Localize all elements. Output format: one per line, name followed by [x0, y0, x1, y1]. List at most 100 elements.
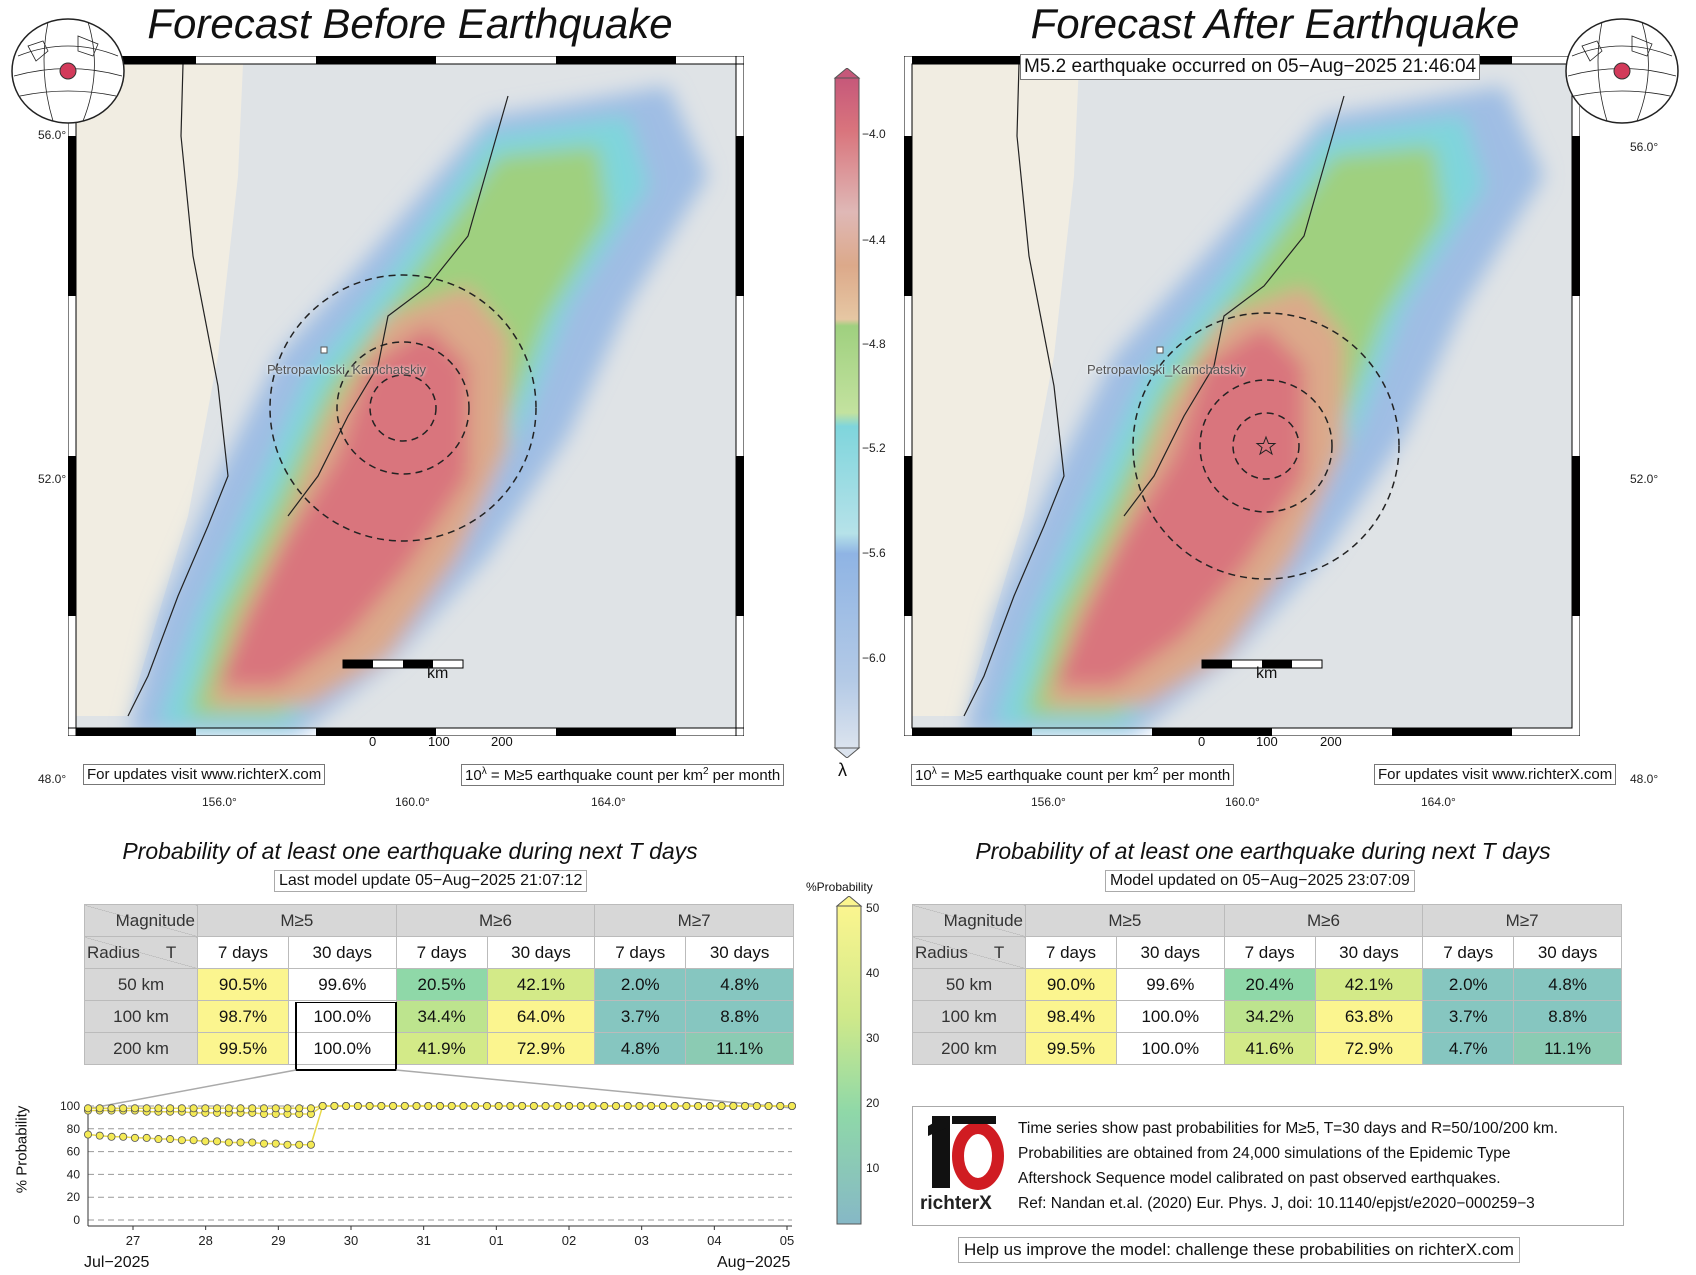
ts-x-tick: 02: [562, 1233, 576, 1248]
table-corner-magnitude: Magnitude: [84, 904, 198, 937]
left-map[interactable]: [68, 56, 744, 736]
right-footer-link[interactable]: For updates visit www.richterX.com: [1374, 764, 1617, 785]
colorbar-tick-4: −5.6: [862, 546, 886, 560]
right-lat-56: 56.0°: [1630, 140, 1659, 154]
ts-point: [705, 1102, 714, 1110]
radius-label: 200 km: [912, 1032, 1026, 1065]
right-lon-156: 156.0°: [1031, 795, 1066, 809]
left-table-title: Probability of at least one earthquake d…: [122, 838, 698, 864]
ts-point: [189, 1136, 198, 1145]
ts-point: [166, 1104, 175, 1113]
ts-point: [365, 1102, 374, 1110]
radius-label: 100 km: [912, 1000, 1026, 1033]
right-prob-table: Magnitude M≥5 M≥6 M≥7 Radius T 7 days 30 …: [912, 904, 1622, 1065]
ts-point: [447, 1102, 456, 1110]
table-corner-magnitude: Magnitude: [912, 904, 1026, 937]
left-lon-156: 156.0°: [202, 795, 237, 809]
ts-x-tick: 03: [634, 1233, 648, 1248]
ts-point: [588, 1102, 597, 1110]
ts-point: [259, 1104, 268, 1113]
ts-point: [84, 1104, 93, 1113]
ts-point: [271, 1139, 280, 1148]
left-footer-link[interactable]: For updates visit www.richterX.com: [83, 764, 326, 785]
prob-cell: 99.5%: [197, 1032, 289, 1065]
mag-header-5: M≥5: [1025, 904, 1225, 937]
info-line-3: Aftershock Sequence model calibrated on …: [1018, 1170, 1501, 1187]
radius-label: 50 km: [912, 968, 1026, 1001]
ts-y-tick: 60: [67, 1145, 81, 1159]
ts-point: [259, 1139, 268, 1148]
ts-point: [236, 1138, 245, 1147]
prob-tick-20: 20: [866, 1096, 880, 1110]
right-table-title: Probability of at least one earthquake d…: [975, 838, 1551, 864]
period-header: 7 days: [1223, 936, 1316, 969]
ts-point: [541, 1102, 550, 1110]
ts-point: [95, 1104, 104, 1113]
period-header: 30 days: [1115, 936, 1225, 969]
left-lat-48: 48.0°: [38, 772, 67, 786]
help-link[interactable]: Help us improve the model: challenge the…: [958, 1237, 1520, 1263]
ts-y-tick: 100: [60, 1099, 80, 1113]
prob-cell: 98.7%: [197, 1000, 289, 1033]
prob-cell: 34.2%: [1223, 1000, 1316, 1033]
ts-point: [248, 1138, 257, 1147]
prob-cell: 4.7%: [1422, 1032, 1515, 1065]
left-lon-164: 164.0°: [591, 795, 626, 809]
prob-cell: 63.8%: [1314, 1000, 1424, 1033]
ts-point: [318, 1102, 327, 1110]
left-footer-legend: 10λ = M≥5 earthquake count per km2 per m…: [461, 764, 785, 786]
info-line-2: Probabilities are obtained from 24,000 s…: [1018, 1145, 1511, 1162]
radius-label: 200 km: [84, 1032, 198, 1065]
prob-cell: 41.6%: [1223, 1032, 1316, 1065]
table-row: 200 km 99.5% 100.0% 41.6% 72.9% 4.7% 11.…: [912, 1032, 1622, 1065]
prob-tick-50: 50: [866, 901, 880, 915]
ts-x-tick: 29: [271, 1233, 285, 1248]
prob-colorbar-title: %Probability: [806, 880, 873, 894]
ts-point: [201, 1137, 210, 1146]
ts-point: [248, 1104, 257, 1113]
prob-cell: 100.0%: [287, 1032, 397, 1065]
right-city-label: Petropavloski_Kamchatskiy: [1087, 362, 1246, 377]
ts-point: [565, 1102, 574, 1110]
prob-cell: 4.8%: [685, 968, 794, 1001]
info-line-1: Time series show past probabilities for …: [1018, 1120, 1559, 1137]
colorbar-tick-3: −5.2: [862, 441, 886, 455]
ts-ylabel: % Probability: [13, 1105, 31, 1194]
left-map-title: Forecast Before Earthquake: [147, 0, 673, 47]
ts-point: [764, 1102, 773, 1110]
ts-y-tick: 40: [67, 1167, 81, 1181]
ts-y-tick: 20: [67, 1190, 81, 1204]
prob-cell: 72.9%: [1314, 1032, 1424, 1065]
left-scale-tick-0: 0: [369, 734, 377, 749]
prob-cell: 90.0%: [1025, 968, 1117, 1001]
colorbar-tick-0: −4.0: [862, 127, 886, 141]
ts-point: [271, 1104, 280, 1113]
prob-cell: 64.0%: [486, 1000, 596, 1033]
ts-point: [576, 1102, 585, 1110]
ts-point: [682, 1102, 691, 1110]
right-map[interactable]: [904, 56, 1580, 736]
richterx-logo-text: richterX: [920, 1193, 992, 1214]
prob-cell: 4.8%: [594, 1032, 687, 1065]
prob-cell: 41.9%: [395, 1032, 488, 1065]
ts-point: [177, 1104, 186, 1113]
ts-point: [119, 1132, 128, 1141]
ts-point: [776, 1102, 785, 1110]
ts-point: [189, 1104, 198, 1113]
prob-tick-40: 40: [866, 966, 880, 980]
prob-cell: 11.1%: [1513, 1032, 1622, 1065]
prob-colorbar: [835, 896, 863, 1225]
ts-point: [788, 1102, 797, 1110]
prob-cell: 2.0%: [1422, 968, 1515, 1001]
ts-point: [670, 1102, 679, 1110]
ts-point: [142, 1104, 151, 1113]
ts-point: [471, 1102, 480, 1110]
prob-cell: 99.6%: [1115, 968, 1225, 1001]
ts-point: [295, 1140, 304, 1149]
radius-label: 100 km: [84, 1000, 198, 1033]
ts-point: [142, 1133, 151, 1142]
ts-y-tick: 0: [73, 1213, 80, 1227]
ts-point: [154, 1104, 163, 1113]
colorbar-tick-5: −6.0: [862, 651, 886, 665]
probability-time-series: 100 80 60 40 20 0 27 28 29 30 31 01 02 03 04 05: [60, 1099, 797, 1248]
